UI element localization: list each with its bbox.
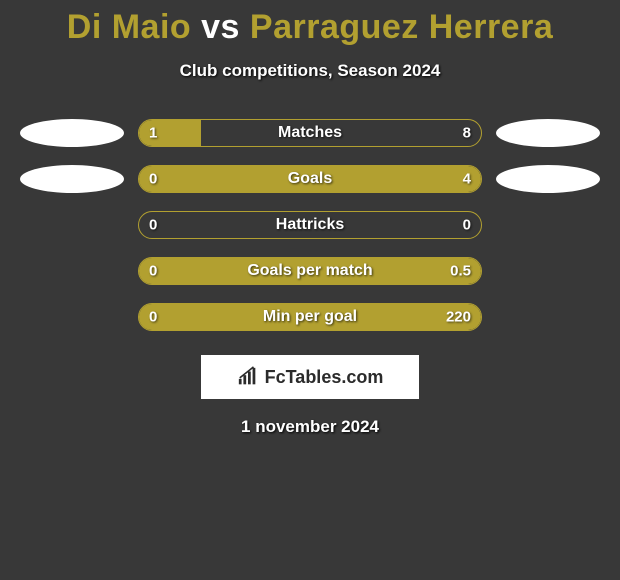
bar-chart-icon: [237, 366, 259, 388]
title-player2: Parraguez Herrera: [250, 8, 553, 46]
stat-bar: 0 Min per goal 220: [138, 303, 482, 331]
spacer: [20, 303, 124, 331]
stat-value-left: 1: [149, 125, 157, 142]
spacer: [20, 211, 124, 239]
player-badge-left: [20, 165, 124, 193]
stat-value-right: 4: [463, 171, 471, 188]
stat-bar: 0 Hattricks 0: [138, 211, 482, 239]
stat-label: Matches: [278, 124, 342, 142]
date-label: 1 november 2024: [0, 417, 620, 437]
stat-label: Goals: [288, 170, 332, 188]
spacer: [496, 211, 600, 239]
player-badge-right: [496, 165, 600, 193]
subtitle: Club competitions, Season 2024: [0, 61, 620, 81]
comparison-chart: 1 Matches 8 0 Goals 4 0 Hattricks 0 0 Goals per ma…: [0, 119, 620, 331]
title-vs: vs: [201, 8, 240, 46]
spacer: [496, 303, 600, 331]
stat-value-right: 0.5: [450, 263, 471, 280]
watermark: FcTables.com: [201, 355, 419, 399]
stat-label: Hattricks: [276, 216, 344, 234]
player-badge-right: [496, 119, 600, 147]
stat-row: 0 Min per goal 220: [0, 303, 620, 331]
stat-bar: 0 Goals per match 0.5: [138, 257, 482, 285]
stat-value-left: 0: [149, 263, 157, 280]
spacer: [20, 257, 124, 285]
player-badge-left: [20, 119, 124, 147]
stat-bar: 1 Matches 8: [138, 119, 482, 147]
stat-value-right: 220: [446, 309, 471, 326]
stat-row: 0 Goals 4: [0, 165, 620, 193]
stat-value-left: 0: [149, 309, 157, 326]
stat-bar: 0 Goals 4: [138, 165, 482, 193]
title-player1: Di Maio: [67, 8, 191, 46]
stat-value-left: 0: [149, 217, 157, 234]
spacer: [496, 257, 600, 285]
stat-value-left: 0: [149, 171, 157, 188]
stat-value-right: 8: [463, 125, 471, 142]
stat-row: 0 Goals per match 0.5: [0, 257, 620, 285]
watermark-text: FcTables.com: [265, 367, 384, 388]
stat-label: Goals per match: [247, 262, 372, 280]
stat-row: 1 Matches 8: [0, 119, 620, 147]
stat-row: 0 Hattricks 0: [0, 211, 620, 239]
page-title: Di Maio vs Parraguez Herrera: [0, 8, 620, 47]
stat-value-right: 0: [463, 217, 471, 234]
stat-label: Min per goal: [263, 308, 357, 326]
